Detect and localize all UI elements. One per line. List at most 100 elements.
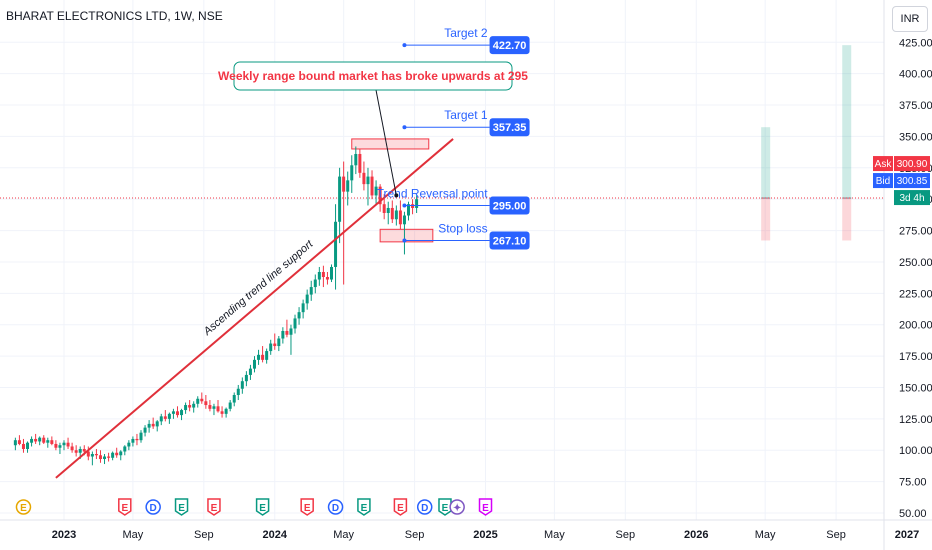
event-marker-icon[interactable]: E (118, 498, 132, 516)
y-tick-label: 175.00 (899, 351, 932, 363)
x-tick-label: Sep (826, 529, 846, 541)
candle-body (394, 210, 398, 220)
level-anchor (402, 203, 407, 208)
candle-body (407, 204, 411, 216)
candle-body (224, 408, 228, 414)
event-marker-glyph: E (304, 503, 311, 514)
price-tag-value-bg (894, 156, 930, 172)
price-tag: Bid 300.85 (873, 173, 930, 189)
event-marker-icon[interactable]: D (416, 499, 433, 515)
y-tick-label: 75.00 (899, 477, 927, 489)
candle-body (107, 456, 111, 458)
candle-body (192, 403, 196, 408)
currency-button[interactable]: INR (892, 6, 928, 32)
candle-body (204, 401, 208, 406)
price-tag-value-bg (894, 190, 930, 206)
event-marker-icon[interactable]: E (174, 498, 189, 516)
event-marker-icon[interactable]: ✦ (449, 499, 465, 515)
event-marker-icon[interactable]: E (207, 498, 221, 516)
candle-body (98, 455, 102, 460)
candle-body (46, 440, 50, 443)
y-tick-label: 425.00 (899, 37, 932, 49)
candle-body (277, 338, 281, 347)
y-tick-label: 250.00 (899, 257, 932, 269)
event-marker-glyph: D (332, 503, 339, 514)
event-marker-icon[interactable]: D (327, 499, 344, 515)
level-label: Target 1 (444, 108, 488, 122)
event-marker-icon[interactable]: E (357, 498, 371, 516)
candle-body (354, 153, 358, 166)
event-marker-frame (478, 498, 493, 516)
x-tick-label: 2025 (473, 529, 497, 541)
candle-body (78, 448, 82, 453)
x-tick-label: May (123, 529, 144, 541)
event-marker-icon[interactable]: E (15, 499, 32, 515)
level-target-1: Target 1 357.35 (402, 108, 530, 137)
candle-body (248, 368, 252, 375)
candle-body (26, 442, 30, 449)
candle-body (309, 287, 313, 295)
candle-body (261, 354, 265, 360)
price-tag-value: 3d 4h (899, 193, 924, 204)
candle-body (208, 405, 212, 409)
x-tick-label: May (333, 529, 354, 541)
candle-body (301, 303, 305, 313)
price-tag-label-bg (873, 173, 893, 189)
level-value: 357.35 (493, 122, 527, 134)
range-box (351, 138, 430, 150)
x-tick-label: 2026 (684, 529, 708, 541)
candle-body (269, 343, 273, 352)
level-anchor (402, 238, 407, 243)
level-label: Stop loss (438, 221, 487, 235)
candle-body (321, 271, 325, 278)
candle-body (151, 423, 155, 427)
event-marker-icon[interactable]: E (438, 498, 452, 516)
level-value: 422.70 (493, 40, 527, 52)
candle-body (289, 328, 293, 335)
candles (13, 146, 419, 466)
event-marker-icon[interactable]: E (300, 498, 314, 516)
y-tick-label: 350.00 (899, 131, 932, 143)
event-marker-frame (438, 498, 452, 516)
callout-text: Weekly range bound market has broke upwa… (218, 69, 528, 83)
y-tick-label: 275.00 (899, 226, 932, 238)
candle-body (21, 443, 25, 449)
candle-body (386, 207, 390, 213)
event-marker-icon[interactable]: E (255, 498, 270, 516)
x-tick-label: May (755, 529, 776, 541)
candle-body (402, 215, 406, 225)
candle-body (30, 438, 34, 443)
event-marker-icon[interactable]: E (393, 498, 408, 516)
range-box (379, 228, 434, 243)
price-tag-label-bg (873, 156, 893, 172)
y-tick-label: 50.00 (899, 508, 927, 520)
candle-body (111, 452, 115, 458)
candle-body (366, 176, 370, 185)
candle-body (58, 445, 62, 448)
candle-body (411, 204, 415, 208)
event-marker-icon[interactable]: D (145, 499, 161, 515)
event-marker-frame (327, 499, 344, 515)
candle-body (398, 210, 402, 225)
candle-body (188, 405, 192, 408)
event-marker-glyph: E (259, 503, 266, 514)
event-marker-glyph: D (150, 503, 157, 514)
candle-body (74, 450, 78, 453)
event-marker-frame (255, 498, 270, 516)
candle-body (232, 395, 236, 403)
event-marker-frame (449, 499, 465, 515)
candle-body (362, 172, 366, 185)
projection-loss-zone (842, 198, 852, 241)
candle-body (415, 199, 419, 208)
candle-body (346, 180, 350, 192)
event-marker-frame (207, 498, 221, 516)
y-tick-label: 200.00 (899, 320, 932, 332)
ascending-trend-line (55, 138, 454, 479)
candle-body (293, 318, 297, 329)
event-marker-icon[interactable]: E (478, 498, 493, 516)
candle-body (13, 440, 17, 446)
candle-body (167, 413, 171, 419)
candle-body (374, 186, 378, 196)
candle-body (325, 277, 329, 280)
